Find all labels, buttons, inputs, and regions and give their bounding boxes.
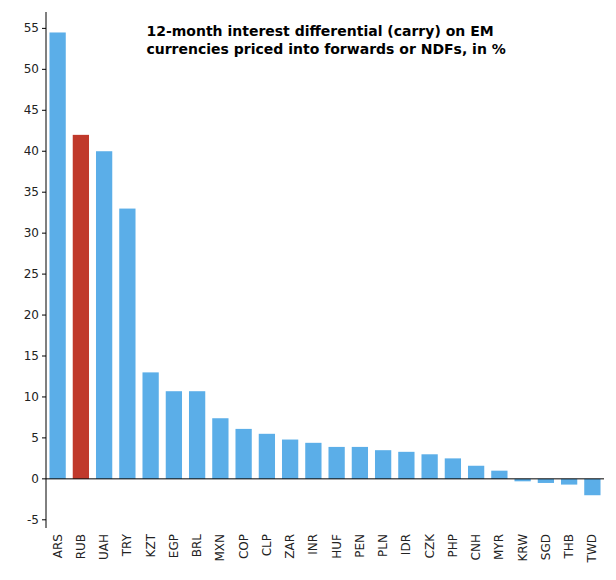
- y-tick-label: 10: [24, 390, 39, 404]
- x-tick-label: PLN: [376, 534, 390, 557]
- x-tick-label: KRW: [516, 534, 530, 562]
- y-axis-line: [46, 12, 47, 528]
- x-tick-label: BRL: [190, 534, 204, 558]
- y-tick-label: 0: [31, 472, 39, 486]
- y-tick: [42, 478, 46, 479]
- x-tick-label: CZK: [423, 533, 437, 559]
- y-tick: [42, 396, 46, 397]
- y-tick: [42, 315, 46, 316]
- bar: [73, 135, 89, 479]
- y-tick-label: 55: [24, 21, 39, 35]
- y-tick: [42, 437, 46, 438]
- bar: [142, 372, 158, 478]
- zero-line: [46, 478, 604, 479]
- bar: [561, 479, 577, 485]
- bar: [491, 471, 507, 479]
- bar: [259, 434, 275, 479]
- x-tick-label: MXN: [213, 534, 227, 562]
- x-tick-label: MYR: [492, 534, 506, 560]
- x-tick-label: COP: [237, 534, 251, 559]
- bar: [305, 443, 321, 479]
- bar: [584, 479, 600, 495]
- x-tick-label: TRY: [120, 533, 134, 557]
- x-tick-label: TWD: [585, 534, 599, 563]
- y-tick: [42, 110, 46, 111]
- y-tick: [42, 233, 46, 234]
- y-tick: [42, 274, 46, 275]
- y-tick: [42, 192, 46, 193]
- x-tick-label: RUB: [74, 534, 88, 559]
- x-tick-label: PHP: [446, 534, 460, 558]
- y-tick-label: 25: [24, 267, 39, 281]
- bar: [468, 466, 484, 479]
- bar: [49, 32, 65, 478]
- x-tick-label: KZT: [144, 533, 158, 557]
- x-tick-label: ZAR: [283, 534, 297, 559]
- x-tick-label: SGD: [539, 534, 553, 560]
- y-tick-label: 50: [24, 62, 39, 76]
- bar: [189, 391, 205, 479]
- x-tick-label: UAH: [97, 534, 111, 560]
- x-tick-label: INR: [306, 534, 320, 555]
- y-tick: [42, 28, 46, 29]
- y-tick-label: 40: [24, 144, 39, 158]
- x-tick-label: PEN: [353, 534, 367, 558]
- y-tick-label: 30: [24, 226, 39, 240]
- x-tick-label: CLP: [260, 534, 274, 556]
- bar: [119, 209, 135, 479]
- x-tick-label: EGP: [167, 534, 181, 558]
- x-tick-label: THB: [562, 534, 576, 560]
- bar: [398, 452, 414, 479]
- y-tick: [42, 519, 46, 520]
- y-tick: [42, 69, 46, 70]
- x-tick-label: HUF: [330, 534, 344, 559]
- bar: [328, 447, 344, 479]
- bars: [49, 32, 600, 495]
- bar: [96, 151, 112, 479]
- bar: [375, 450, 391, 479]
- y-tick: [42, 356, 46, 357]
- bar: [212, 418, 228, 479]
- y-tick-label: -5: [27, 513, 39, 527]
- x-tick-label: CNH: [469, 534, 483, 560]
- y-tick-label: 5: [31, 431, 39, 445]
- x-tick-label: IDR: [399, 534, 413, 555]
- bar: [421, 454, 437, 479]
- bar: [166, 391, 182, 479]
- chart: -5 0 5 10 15 20 25 30 35 40 45 50 55 ARS RUB UAH TRY KZT E…: [0, 0, 616, 580]
- y-tick-label: 20: [24, 308, 39, 322]
- bar: [282, 440, 298, 479]
- y-tick: [42, 151, 46, 152]
- y-tick-label: 35: [24, 185, 39, 199]
- y-tick-label: 15: [24, 349, 39, 363]
- y-tick-label: 45: [24, 103, 39, 117]
- bar: [235, 429, 251, 479]
- bar: [352, 447, 368, 479]
- x-tick-label: ARS: [51, 534, 65, 558]
- bar: [538, 479, 554, 483]
- bar: [445, 458, 461, 478]
- title: 12-month interest differential (carry) o…: [146, 23, 505, 57]
